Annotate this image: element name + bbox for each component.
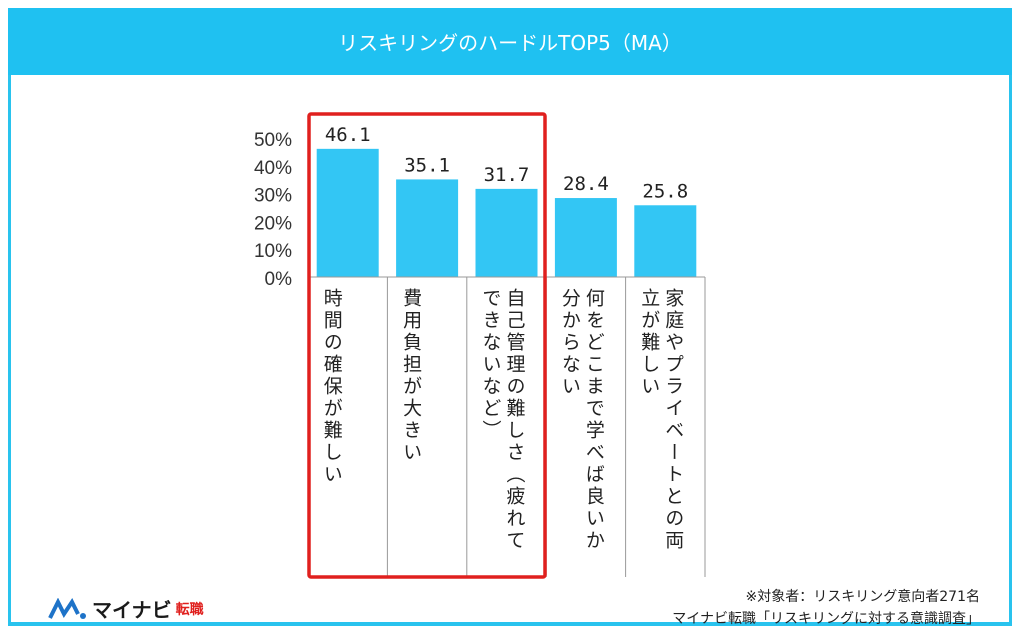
highlight-box [307, 112, 547, 579]
y-tick-label: 20% [254, 213, 292, 234]
category-label: 自己管理の難しさ（疲れてできないなど） [479, 288, 526, 552]
note-line-1: ※対象者：リスキリング意向者271名 [745, 589, 980, 605]
data-label: 35.1 [404, 154, 450, 176]
bar [554, 198, 617, 277]
logo-sub: 転職 [175, 601, 204, 618]
bar [475, 188, 538, 277]
y-tick-label: 30% [254, 186, 292, 207]
y-tick-label: 40% [254, 158, 292, 179]
logo-text: マイナビ [92, 598, 172, 622]
bar [634, 205, 697, 277]
category-label: 家庭やプライベートとの両立が難しい [638, 288, 685, 552]
data-label: 25.8 [642, 180, 688, 202]
bar [316, 148, 379, 277]
category-label: 何をどこまで学べば良いか分からない [558, 288, 605, 552]
data-label: 31.7 [484, 164, 530, 186]
data-label: 28.4 [563, 173, 609, 195]
data-label: 46.1 [325, 124, 371, 146]
bar [396, 179, 459, 277]
chart-title: リスキリングのハードルTOP5（MA） [8, 8, 1012, 75]
category-label: 時間の確保が難しい [320, 288, 343, 486]
category-label: 費用負担が大きい [400, 288, 423, 464]
logo-mark-icon [48, 597, 86, 619]
y-tick-label: 10% [254, 241, 292, 262]
note-line-2: マイナビ転職「リスキリングに対する意識調査」 [672, 611, 980, 627]
mynavi-logo: マイナビ 転職 [48, 594, 204, 623]
source-note: ※対象者：リスキリング意向者271名 マイナビ転職「リスキリングに対する意識調査… [672, 586, 980, 630]
y-tick-label: 0% [265, 269, 293, 290]
y-tick-label: 50% [254, 130, 292, 151]
